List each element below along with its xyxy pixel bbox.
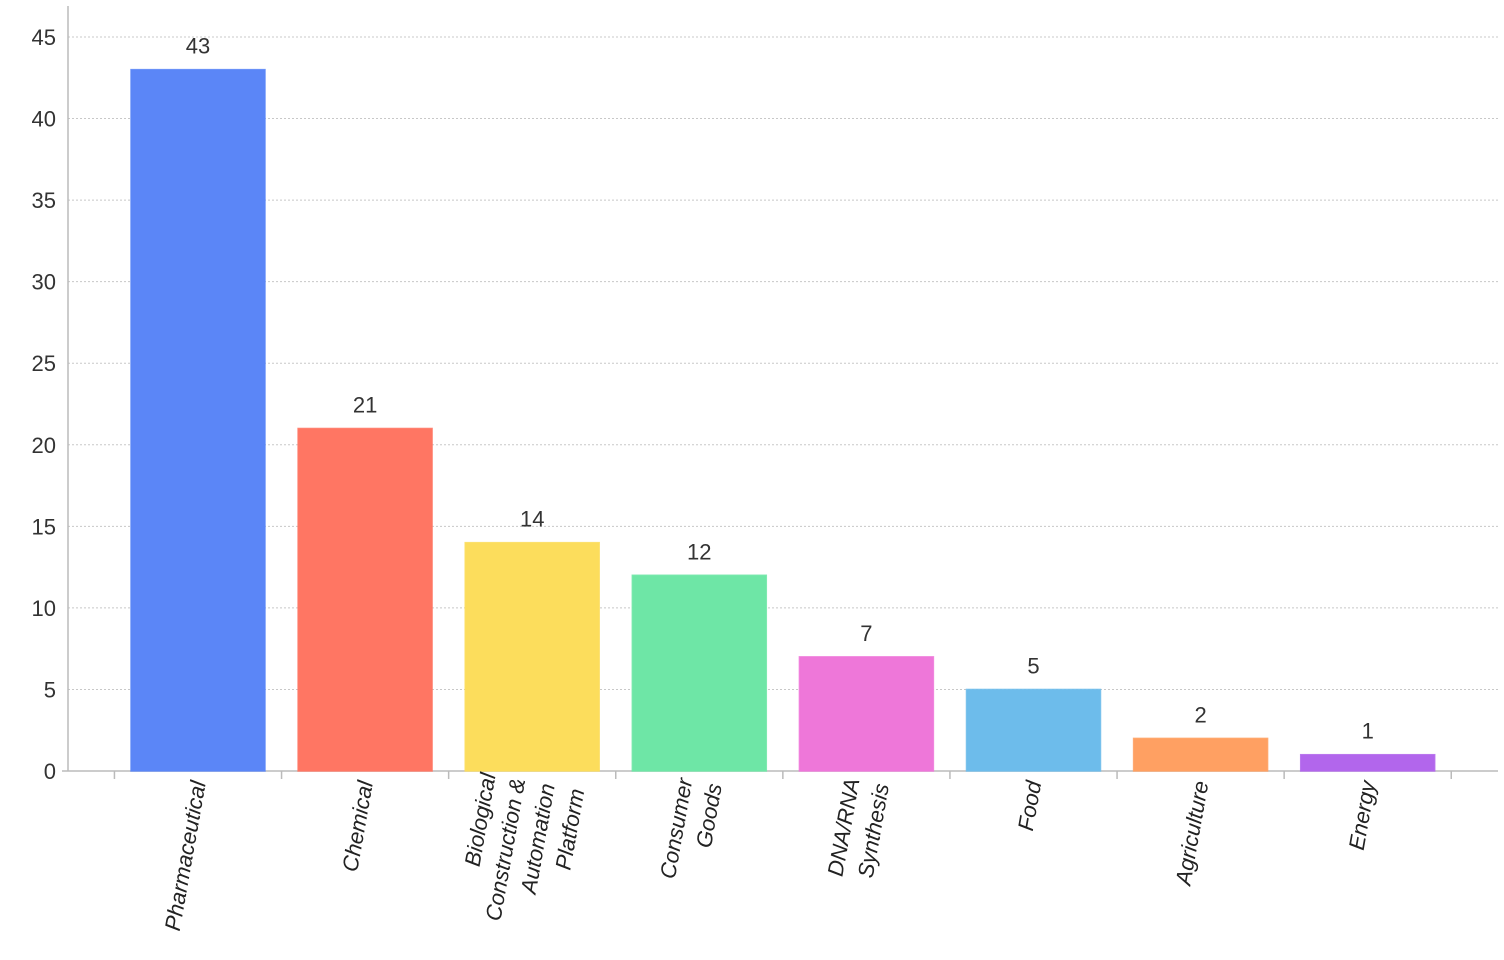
data-label: 43 (186, 34, 210, 59)
y-tick-label: 45 (32, 25, 56, 50)
y-tick-label: 30 (32, 270, 56, 295)
x-tick-label-line: Energy (1344, 777, 1381, 852)
bar-2 (464, 541, 600, 772)
data-label: 7 (860, 621, 872, 646)
bar-3 (631, 574, 768, 772)
y-tick-label: 35 (32, 188, 56, 213)
data-label: 2 (1194, 702, 1206, 727)
gridlines (68, 36, 1498, 690)
x-tick-label: Pharmaceutical (160, 778, 211, 933)
bar-6 (1132, 737, 1269, 772)
bar-5 (965, 688, 1102, 772)
x-tick-label-line: Food (1013, 778, 1046, 832)
bar-4 (798, 656, 935, 772)
x-tick-label-line: Pharmaceutical (160, 778, 211, 933)
y-tick-label: 0 (44, 759, 56, 784)
y-tick-label: 20 (32, 433, 56, 458)
x-tick-label-line: Consumer (655, 775, 698, 881)
data-label: 12 (687, 539, 711, 564)
y-tick-label: 40 (32, 107, 56, 132)
x-tick-label: Chemical (337, 778, 378, 874)
data-label: 21 (353, 392, 377, 417)
x-tick-label: Food (1013, 778, 1046, 832)
x-tick-label: Energy (1344, 777, 1381, 852)
data-label: 5 (1027, 653, 1039, 678)
x-tick-label: Agriculture (1170, 779, 1213, 889)
x-tick-label-line: Goods (691, 782, 727, 850)
x-tick-label-line: Agriculture (1170, 779, 1213, 889)
bars (130, 68, 1436, 772)
data-label: 14 (520, 507, 544, 532)
data-label: 1 (1362, 719, 1374, 744)
bar-7 (1299, 753, 1436, 772)
y-tick-label: 15 (32, 514, 56, 539)
y-tick-label: 10 (32, 596, 56, 621)
bar-1 (297, 427, 433, 772)
y-tick-label: 25 (32, 351, 56, 376)
bar-0 (130, 68, 266, 772)
axes (62, 6, 1498, 779)
y-tick-label: 5 (44, 677, 56, 702)
x-tick-label-line: Chemical (337, 778, 378, 874)
